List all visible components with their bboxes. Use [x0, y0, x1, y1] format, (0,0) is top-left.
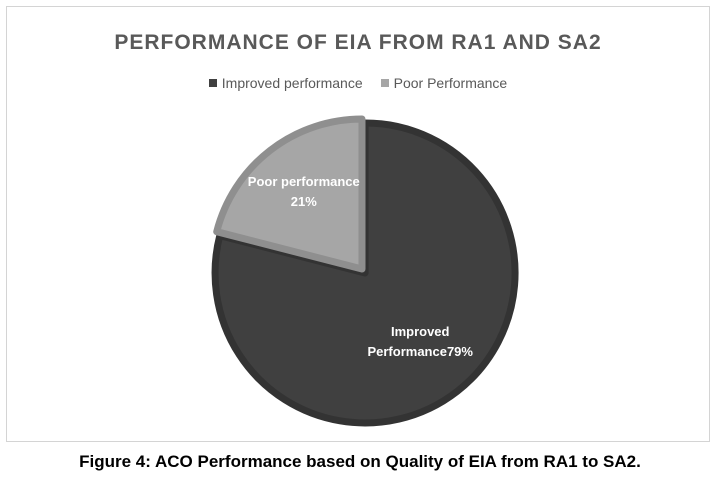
legend-swatch-improved — [208, 79, 217, 87]
figure-caption: Figure 4: ACO Performance based on Quali… — [79, 452, 641, 471]
legend-label-poor: Poor Performance — [393, 75, 508, 91]
slice-label-line: Performance79% — [367, 344, 473, 359]
slice-label-line: Improved — [391, 324, 450, 339]
legend-item-improved: Improved performance — [208, 75, 363, 91]
chart-frame: PERFORMANCE OF EIA FROM RA1 AND SA2 Impr… — [6, 6, 710, 442]
slice-label-improved: Improved Performance79% — [367, 324, 473, 359]
pie-chart: Improved Performance79% Poor performance 2… — [211, 115, 519, 427]
legend-label-improved: Improved performance — [221, 75, 363, 91]
chart-legend: Improved performance Poor Performance — [7, 75, 709, 91]
slice-label-poor: Poor performance 21% — [248, 174, 360, 209]
pie-slice-improved — [211, 119, 519, 427]
chart-title: PERFORMANCE OF EIA FROM RA1 AND SA2 — [114, 31, 602, 54]
slice-label-line: 21% — [291, 194, 317, 209]
slice-label-line: Poor performance — [248, 174, 360, 189]
pie-slice-shape — [213, 115, 366, 273]
pie-slice-shape — [211, 119, 519, 427]
pie-slice-poor — [213, 115, 366, 273]
legend-swatch-poor — [380, 79, 389, 87]
legend-item-poor: Poor Performance — [380, 75, 508, 91]
